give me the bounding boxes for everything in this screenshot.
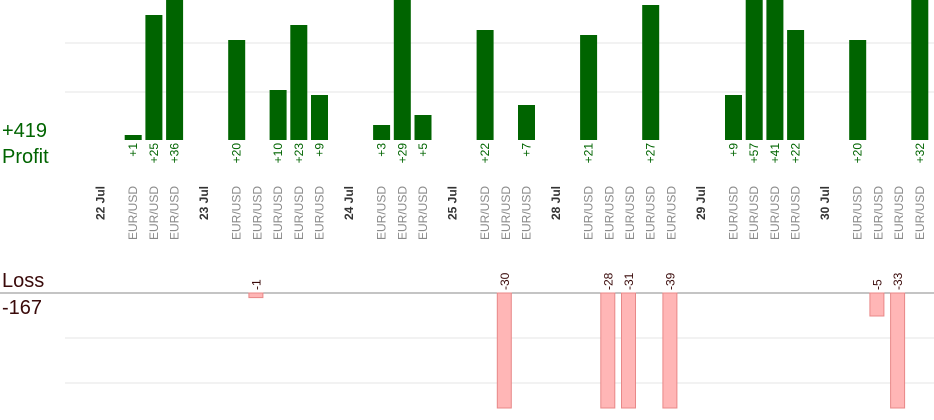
pair-label: EUR/USD [126, 186, 140, 240]
pair-label: EUR/USD [747, 186, 761, 240]
profit-value-label: +41 [768, 143, 782, 164]
pair-label: EUR/USD [271, 186, 285, 240]
profit-value-label: +21 [582, 143, 596, 164]
loss-total: -167 [2, 297, 42, 319]
pair-label: EUR/USD [602, 186, 616, 240]
loss-bar [869, 292, 885, 317]
profit-value-label: +27 [644, 143, 658, 164]
profit-value-label: +22 [478, 143, 492, 164]
loss-value-label: -39 [663, 272, 677, 290]
pair-label: EUR/USD [478, 186, 492, 240]
pair-label: EUR/USD [644, 186, 658, 240]
date-label: 28 Jul [549, 186, 563, 220]
profit-bar [311, 95, 328, 140]
pair-label: EUR/USD [913, 186, 927, 240]
profit-bar [228, 40, 246, 140]
date-label: 30 Jul [818, 186, 832, 220]
pair-label: EUR/USD [375, 186, 389, 240]
loss-bar [662, 292, 678, 409]
date-label: 22 Jul [94, 186, 108, 220]
date-label: 25 Jul [445, 186, 459, 220]
loss-value-label: -31 [622, 272, 636, 290]
profit-bar [290, 25, 308, 140]
profit-bar [414, 115, 432, 140]
loss-value-label: -33 [891, 272, 905, 290]
loss-value-label: -30 [498, 272, 512, 290]
profit-bar [373, 125, 391, 140]
pair-label: EUR/USD [395, 186, 409, 240]
profit-bar [269, 90, 287, 140]
pair-label: EUR/USD [168, 186, 182, 240]
pair-label: EUR/USD [250, 186, 264, 240]
profit-value-label: +3 [375, 143, 389, 157]
loss-label: Loss [2, 270, 44, 292]
loss-bar [248, 292, 264, 299]
pair-label: EUR/USD [768, 186, 782, 240]
value-labels: +1 +25 +36 +20 -1 +10 +23 +9 +3 +29 +5 +22 -30 +7 +21 -… [126, 143, 927, 290]
profit-value-label: +29 [395, 143, 409, 164]
pair-label: EUR/USD [147, 186, 161, 240]
pair-label: EUR/USD [623, 186, 637, 240]
profit-bar [642, 5, 660, 140]
profit-bar [124, 135, 142, 140]
profit-value-label: +22 [789, 143, 803, 164]
date-label: 29 Jul [694, 186, 708, 220]
loss-bar [621, 292, 636, 409]
profit-bar [911, 0, 929, 140]
loss-bar [600, 292, 616, 409]
profit-value-label: +20 [851, 143, 865, 164]
pair-label: EUR/USD [416, 186, 430, 240]
pair-label: EUR/USD [230, 186, 244, 240]
pair-label: EUR/USD [892, 186, 906, 240]
profit-value-label: +7 [520, 143, 534, 157]
profit-value-label: +9 [727, 143, 741, 157]
pair-label: EUR/USD [789, 186, 803, 240]
profit-value-label: +9 [313, 143, 327, 157]
profit-bar [393, 0, 411, 140]
trade-bars [124, 0, 929, 409]
profit-value-label: +1 [126, 143, 140, 157]
profit-bar [725, 95, 742, 140]
loss-value-label: -28 [601, 272, 615, 290]
pair-label: EUR/USD [499, 186, 513, 240]
profit-bar [518, 105, 535, 140]
pair-label: EUR/USD [520, 186, 534, 240]
profit-value-label: +20 [230, 143, 244, 164]
loss-value-label: -1 [249, 279, 263, 290]
profit-value-label: +36 [168, 143, 182, 164]
profit-bar [766, 0, 784, 140]
profit-value-label: +25 [147, 143, 161, 164]
profit-value-label: +32 [913, 143, 927, 164]
profit-bar [849, 40, 867, 140]
date-label: 24 Jul [342, 186, 356, 220]
profit-bar [476, 30, 494, 140]
profit-value-label: +57 [747, 143, 761, 164]
pair-label: EUR/USD [727, 186, 741, 240]
date-label: 23 Jul [197, 186, 211, 220]
pair-label: EUR/USD [582, 186, 596, 240]
loss-bar [496, 292, 512, 409]
profit-bar [580, 35, 598, 140]
pair-label: EUR/USD [851, 186, 865, 240]
profit-total: +419 [2, 120, 47, 142]
profit-value-label: +23 [292, 143, 306, 164]
loss-bar [890, 292, 906, 409]
pair-label: EUR/USD [292, 186, 306, 240]
category-labels: 22 Jul EUR/USD EUR/USD EUR/USD 23 Jul EUR/USD… [94, 186, 927, 240]
pair-label: EUR/USD [313, 186, 327, 240]
profit-bar [745, 0, 763, 140]
loss-value-label: -5 [870, 279, 884, 290]
pair-label: EUR/USD [871, 186, 885, 240]
profit-bar [145, 15, 163, 140]
pair-label: EUR/USD [664, 186, 678, 240]
profit-value-label: +10 [271, 143, 285, 164]
profit-bar [787, 30, 805, 140]
profit-value-label: +5 [416, 143, 430, 157]
profit-label: Profit [2, 146, 49, 168]
profit-bar [166, 0, 184, 140]
